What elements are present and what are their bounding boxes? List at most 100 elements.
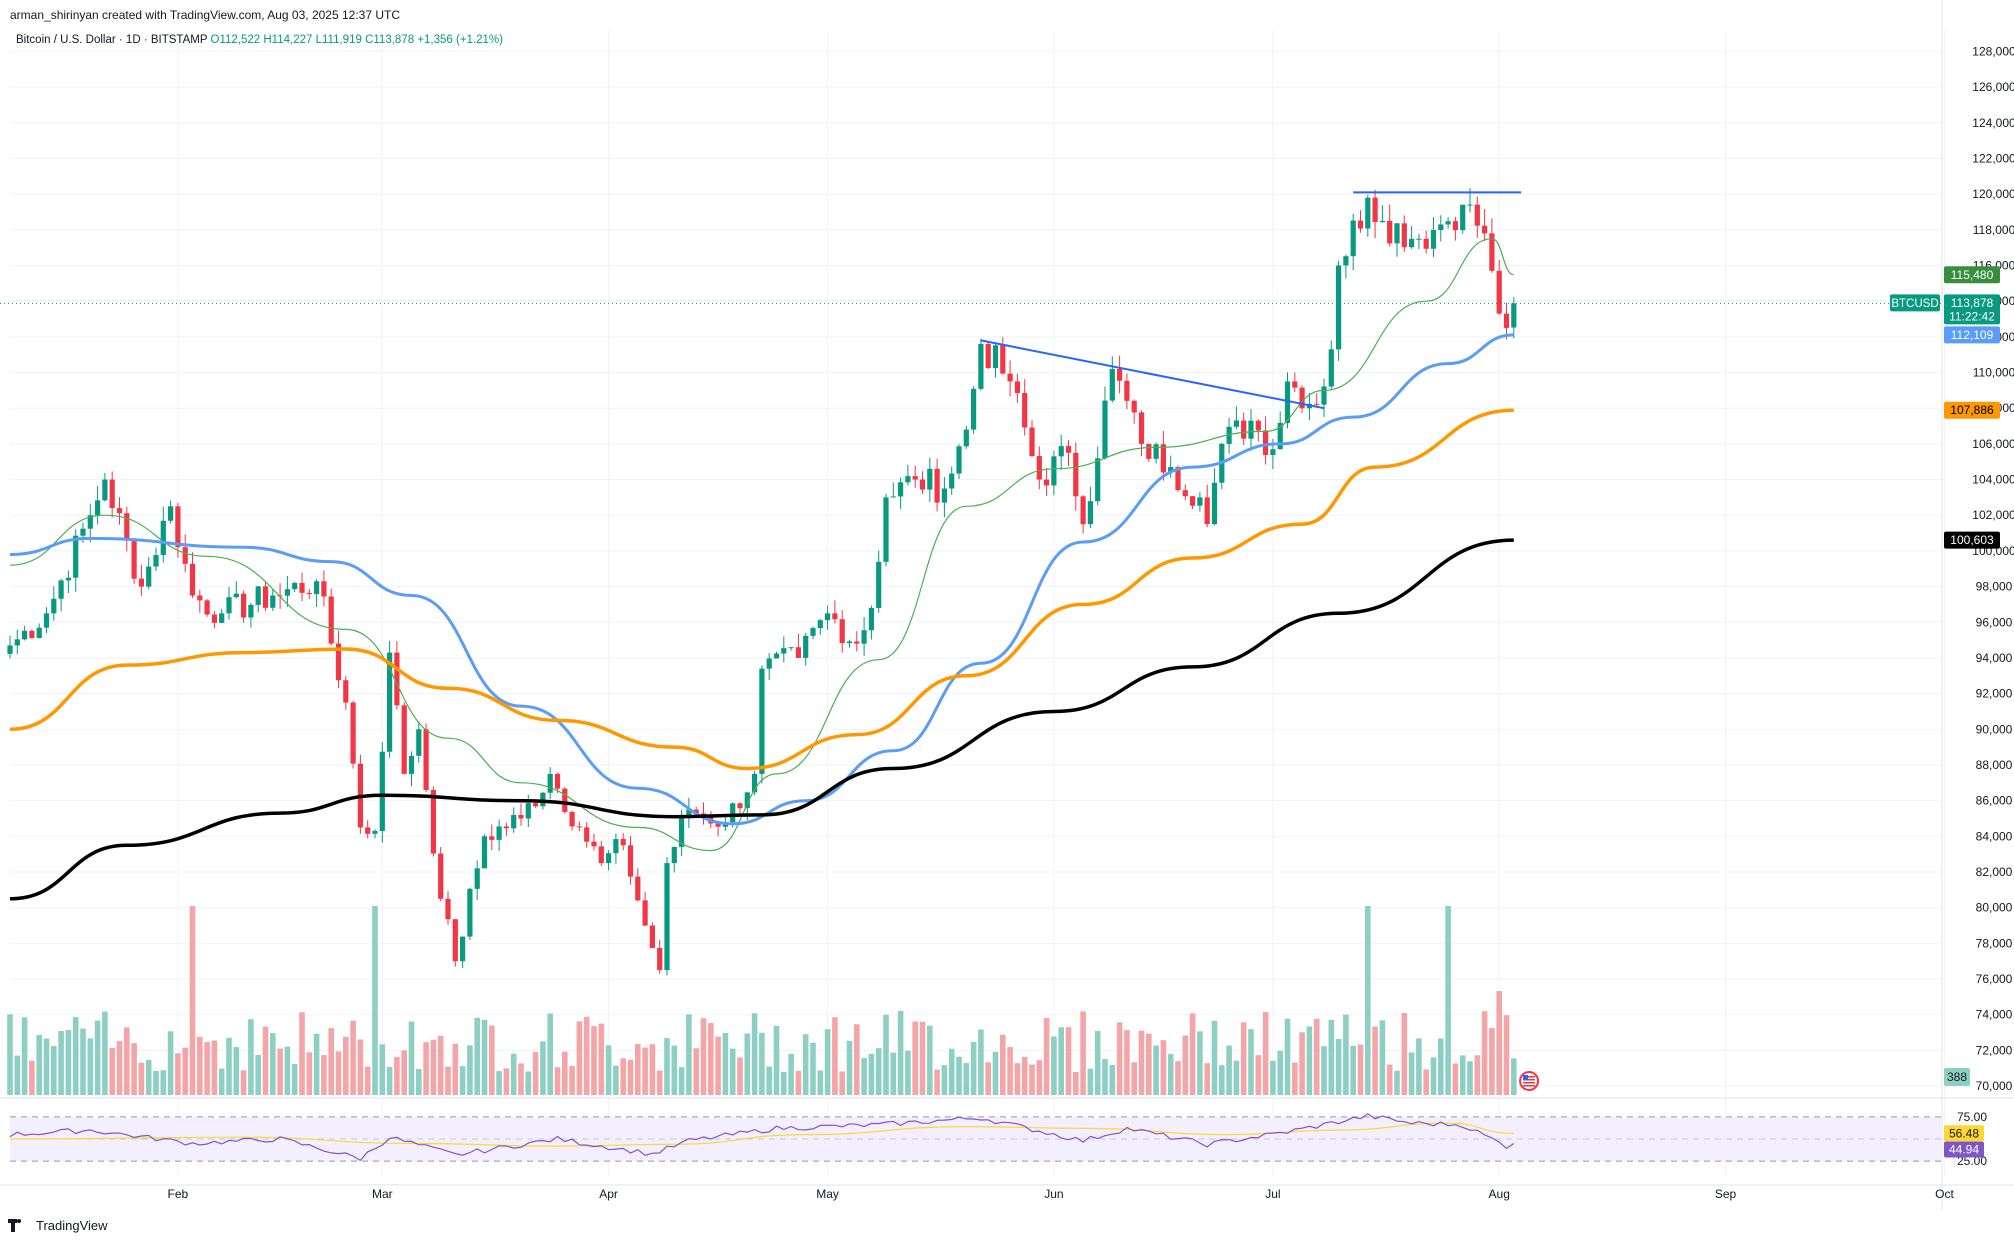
price-tick-label: 72,000 [1976, 1043, 2013, 1057]
candle-body [730, 803, 736, 823]
candle [255, 585, 261, 613]
candle [627, 836, 634, 885]
candle [1445, 217, 1451, 229]
candle [1044, 467, 1050, 496]
rsi-value-badge: 44.94 [1944, 1141, 1984, 1158]
symbol-legend[interactable]: Bitcoin / U.S. Dollar · 1D · BITSTAMP O1… [16, 34, 503, 46]
volume-bar [248, 1019, 254, 1095]
volume-bar [510, 1053, 517, 1095]
volume-bar [846, 1040, 853, 1095]
candle-body [868, 607, 874, 631]
volume-bar [1102, 1059, 1108, 1095]
candle [700, 802, 707, 825]
candle [803, 632, 809, 666]
volume-bar [598, 1023, 605, 1095]
flag-stripe [1523, 1079, 1536, 1081]
price-tick-label: 110,000 [1973, 366, 2014, 380]
candle-body [1321, 386, 1327, 405]
candle-body [569, 811, 575, 827]
candle-body [168, 506, 174, 521]
volume-bar [437, 1035, 444, 1095]
candle-body [481, 836, 488, 869]
candle [1080, 494, 1086, 534]
volume-bar [708, 1022, 714, 1095]
candle [591, 833, 597, 851]
moving-average-ma100 [9, 408, 1514, 771]
candle [343, 675, 349, 710]
candle-body [584, 827, 590, 842]
candle-body [1336, 265, 1342, 350]
candle [1328, 340, 1334, 390]
candle-body [1270, 449, 1276, 455]
candle [883, 493, 889, 567]
volume-bar [1233, 1060, 1240, 1095]
candle [292, 581, 298, 593]
price-tick-label: 82,000 [1976, 865, 2013, 879]
volume-bar [277, 1048, 283, 1095]
candle [1087, 486, 1093, 529]
candle-body [1379, 220, 1385, 223]
volume-bar [729, 1048, 736, 1095]
candle-body [1211, 482, 1218, 525]
candle [825, 605, 831, 630]
candle-body [1503, 313, 1510, 328]
candle-body [635, 876, 641, 901]
candle [737, 802, 743, 815]
candle [1496, 259, 1502, 315]
candle [270, 588, 276, 611]
month-tick-label: Aug [1489, 1187, 1510, 1201]
candle [1482, 209, 1488, 242]
candle-body [562, 788, 568, 812]
tradingview-footer[interactable]: TradingView [8, 1218, 108, 1233]
volume-bar [576, 1021, 583, 1095]
price-badge-bg [1944, 266, 2000, 284]
candle [29, 629, 35, 639]
symbol-description: Bitcoin / U.S. Dollar · 1D · BITSTAMP [16, 34, 208, 46]
candle-body [671, 846, 677, 864]
volume-bar [992, 1051, 999, 1095]
price-tick-label: 94,000 [1976, 651, 2013, 665]
candle [554, 772, 561, 794]
volume-bar [262, 1026, 269, 1095]
volume-bar [1284, 1018, 1291, 1095]
volume-bar [138, 1062, 145, 1095]
candle [109, 471, 115, 518]
candle [1211, 468, 1218, 526]
candle-body [146, 566, 152, 587]
candle [810, 626, 816, 640]
candle [481, 834, 488, 869]
candle-body [1124, 380, 1130, 401]
candle [423, 723, 429, 792]
candle-body [58, 580, 64, 599]
candle [1065, 440, 1072, 466]
grid [10, 30, 1945, 1176]
candle [773, 651, 780, 659]
candle-body [985, 343, 991, 368]
candle [1314, 393, 1320, 407]
candle [489, 824, 495, 851]
candle-body [408, 755, 415, 774]
volume-bar [540, 1041, 546, 1095]
rsi-tick-label: 25.00 [1957, 1154, 1987, 1168]
month-tick-label: Apr [599, 1187, 618, 1201]
volume-bar [1511, 1058, 1517, 1095]
candle-body [1372, 197, 1378, 223]
candle-body [95, 500, 101, 516]
candle-body [1138, 412, 1145, 444]
volume-bar [328, 1028, 334, 1095]
volume-bar [1467, 1061, 1473, 1095]
candle [1131, 399, 1137, 424]
volume-bar [919, 1021, 926, 1095]
volume-bar [1211, 1020, 1218, 1095]
rsi-line [9, 1113, 1515, 1162]
candle-body [343, 680, 349, 703]
volume-bar [1131, 1062, 1137, 1095]
candle-body [1489, 233, 1495, 271]
candle-body [430, 789, 436, 854]
volume-bar [583, 1016, 590, 1095]
volume-bar [496, 1071, 502, 1095]
rsi-value-badge-bg [1944, 1141, 1984, 1158]
price-badge-bg [1944, 326, 2000, 344]
volume-bar [1321, 1046, 1327, 1095]
